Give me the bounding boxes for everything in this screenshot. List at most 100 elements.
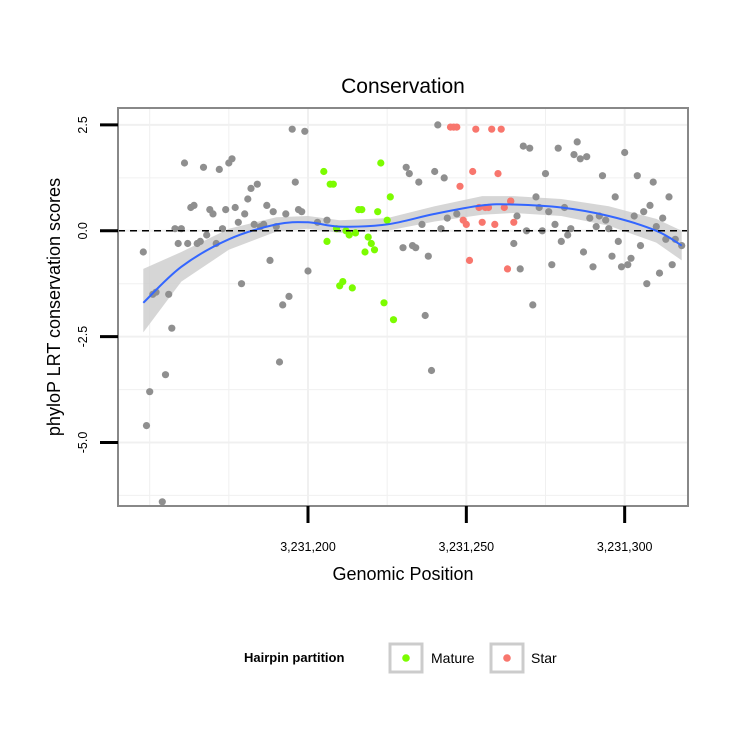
data-point-star [465, 256, 474, 264]
data-point-other [402, 163, 410, 171]
y-tick-label: 0.0 [76, 222, 90, 239]
data-point-other [589, 263, 597, 271]
data-point-other [405, 170, 413, 178]
data-point-other [415, 178, 423, 186]
data-point-other [453, 210, 461, 218]
data-point-other [659, 214, 667, 222]
data-point-other [263, 201, 271, 209]
data-point-other [304, 267, 312, 275]
data-point-other [421, 311, 429, 320]
data-point-star [503, 265, 512, 273]
data-point-star [469, 167, 477, 176]
legend-key-mature-icon [402, 654, 410, 662]
data-point-other [614, 237, 622, 245]
data-point-mature [364, 233, 372, 241]
data-point-other [234, 218, 242, 226]
data-point-mature [361, 248, 369, 256]
legend-key-star-icon [503, 654, 511, 662]
data-point-other [649, 178, 657, 186]
data-point-other [551, 220, 559, 228]
data-point-star [491, 220, 499, 228]
data-point-other [250, 220, 258, 228]
data-point-other [434, 121, 442, 129]
data-point-other [431, 167, 439, 176]
data-point-star [462, 220, 470, 228]
data-point-mature [386, 193, 394, 201]
data-point-star [507, 197, 515, 205]
data-point-other [532, 193, 540, 201]
data-point-other [541, 170, 550, 178]
data-point-other [655, 269, 664, 277]
data-point-other [279, 301, 287, 309]
data-point-mature [370, 246, 379, 254]
legend-label-mature: Mature [431, 650, 475, 666]
data-point-other [529, 301, 537, 309]
data-point-other [519, 142, 527, 150]
data-point-star [472, 125, 480, 133]
data-point-other [624, 261, 632, 269]
data-point-other [586, 214, 594, 222]
data-point-other [548, 261, 556, 269]
data-point-other [583, 153, 591, 161]
data-point-other [665, 193, 673, 201]
data-point-other [323, 216, 331, 224]
data-point-other [412, 244, 420, 252]
data-point-other [570, 151, 578, 159]
data-point-other [602, 216, 610, 224]
data-point-other [228, 155, 236, 163]
data-point-other [146, 388, 154, 396]
data-point-other [285, 292, 293, 300]
data-point-star [456, 182, 464, 190]
data-points [139, 121, 686, 506]
data-point-other [174, 239, 182, 248]
legend-title: Hairpin partition [244, 650, 344, 665]
data-point-other [171, 225, 179, 233]
y-tick-label: -2.5 [76, 326, 90, 348]
legend-key-mature-box [388, 642, 424, 674]
data-point-other [579, 248, 588, 256]
data-point-other [646, 201, 654, 209]
data-point-mature [320, 167, 328, 176]
data-point-other [253, 180, 261, 188]
data-point-mature [351, 229, 360, 237]
data-point-star [500, 203, 508, 212]
x-tick-label: 3,231,250 [439, 540, 495, 554]
data-point-other [269, 208, 277, 216]
data-point-other [668, 261, 676, 269]
data-point-other [652, 223, 660, 231]
data-point-other [443, 214, 451, 222]
data-point-mature [323, 237, 331, 245]
data-point-other [621, 148, 629, 157]
data-point-other [298, 208, 306, 216]
data-point-mature [348, 284, 356, 292]
data-point-other [633, 172, 641, 180]
data-point-other [196, 237, 204, 245]
data-point-star [453, 123, 461, 131]
data-point-other [554, 144, 562, 152]
plot-border [117, 107, 689, 507]
data-point-other [247, 184, 255, 192]
axes: 3,231,200 3,231,250 3,231,300 2.5 0.0 -2.5 -5.… [76, 116, 653, 554]
data-point-other [545, 208, 553, 216]
data-point-other [222, 206, 230, 214]
data-point-other [142, 422, 151, 430]
data-point-other [427, 366, 436, 375]
data-point-other [513, 212, 521, 220]
data-point-other [168, 324, 176, 332]
data-point-other [237, 280, 246, 288]
data-point-other [180, 159, 189, 167]
data-point-other [424, 252, 432, 260]
data-point-other [617, 263, 626, 271]
smooth-line [142, 203, 683, 304]
data-point-mature [374, 208, 382, 216]
data-point-other [203, 231, 211, 239]
data-point-mature [383, 216, 391, 224]
data-point-other [231, 203, 239, 212]
data-point-other [557, 237, 565, 245]
legend-label-star: Star [531, 650, 557, 666]
data-point-other [209, 210, 217, 218]
data-point-other [158, 498, 166, 506]
data-point-mature [377, 159, 385, 167]
x-axis-title: Genomic Position [332, 564, 473, 584]
